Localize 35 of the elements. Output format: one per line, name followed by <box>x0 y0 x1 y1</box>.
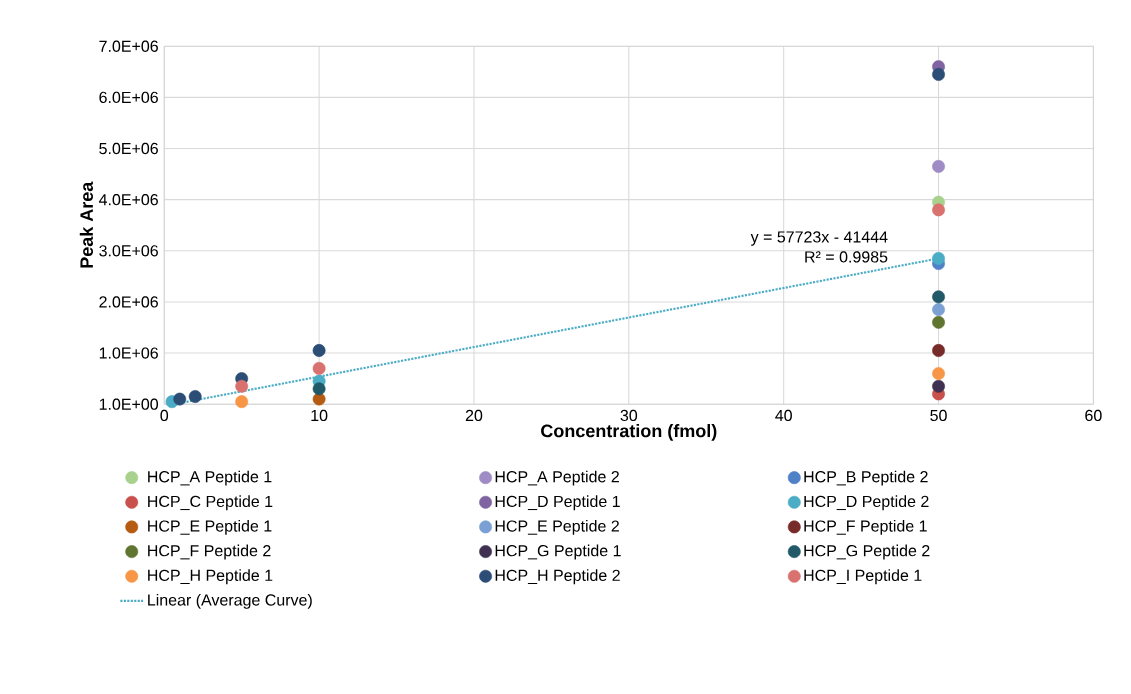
y-axis-title: Peak Area <box>79 181 93 268</box>
x-tick-label: 0 <box>160 409 169 422</box>
y-tick-label: 2.0E+06 <box>99 296 158 308</box>
legend-label: HCP_I Peptide 1 <box>804 569 922 585</box>
legend-label: HCP_F Peptide 2 <box>148 544 271 560</box>
legend-label: HCP_E Peptide 1 <box>148 520 272 535</box>
legend-label: HCP_A Peptide 2 <box>495 470 619 486</box>
x-tick-label: 60 <box>1085 409 1102 422</box>
x-tick-label: 50 <box>930 409 947 422</box>
legend-label: HCP_E Peptide 2 <box>495 520 619 535</box>
legend-label: HCP_G Peptide 2 <box>804 544 930 560</box>
legend-label: Linear (Average Curve) <box>148 594 312 609</box>
legend-label: HCP_C Peptide 1 <box>148 495 273 511</box>
legend-label: HCP_B Peptide 2 <box>804 470 928 486</box>
x-tick-label: 10 <box>311 409 328 422</box>
x-tick-label: 40 <box>775 409 792 422</box>
legend-label: HCP_F Peptide 1 <box>804 520 927 535</box>
y-tick-label: 5.0E+06 <box>99 142 158 155</box>
y-tick-label: 4.0E+06 <box>98 194 158 206</box>
legend-label: HCP_G Peptide 1 <box>495 544 621 560</box>
legend-label: HCP_H Peptide 2 <box>495 569 620 585</box>
y-tick-label: 1.0E+00 <box>99 398 159 410</box>
legend-label: HCP_D Peptide 2 <box>804 495 929 511</box>
legend-label: HCP_H Peptide 1 <box>148 569 273 585</box>
x-tick-label: 30 <box>620 409 638 422</box>
annotation: y = 57723x - 41444 <box>750 231 888 246</box>
legend-label: HCP_A Peptide 1 <box>148 470 272 486</box>
annotation: R² = 0.9985 <box>805 251 888 263</box>
y-tick-label: 3.0E+06 <box>99 245 158 257</box>
y-tick-label: 7.0E+06 <box>99 40 158 53</box>
y-tick-label: 1.0E+06 <box>99 347 158 359</box>
x-axis-title: Concentration (fmol) <box>541 424 717 441</box>
y-tick-label: 6.0E+06 <box>99 91 158 104</box>
legend-label: HCP_D Peptide 1 <box>495 495 620 511</box>
x-tick-label: 20 <box>465 409 483 422</box>
